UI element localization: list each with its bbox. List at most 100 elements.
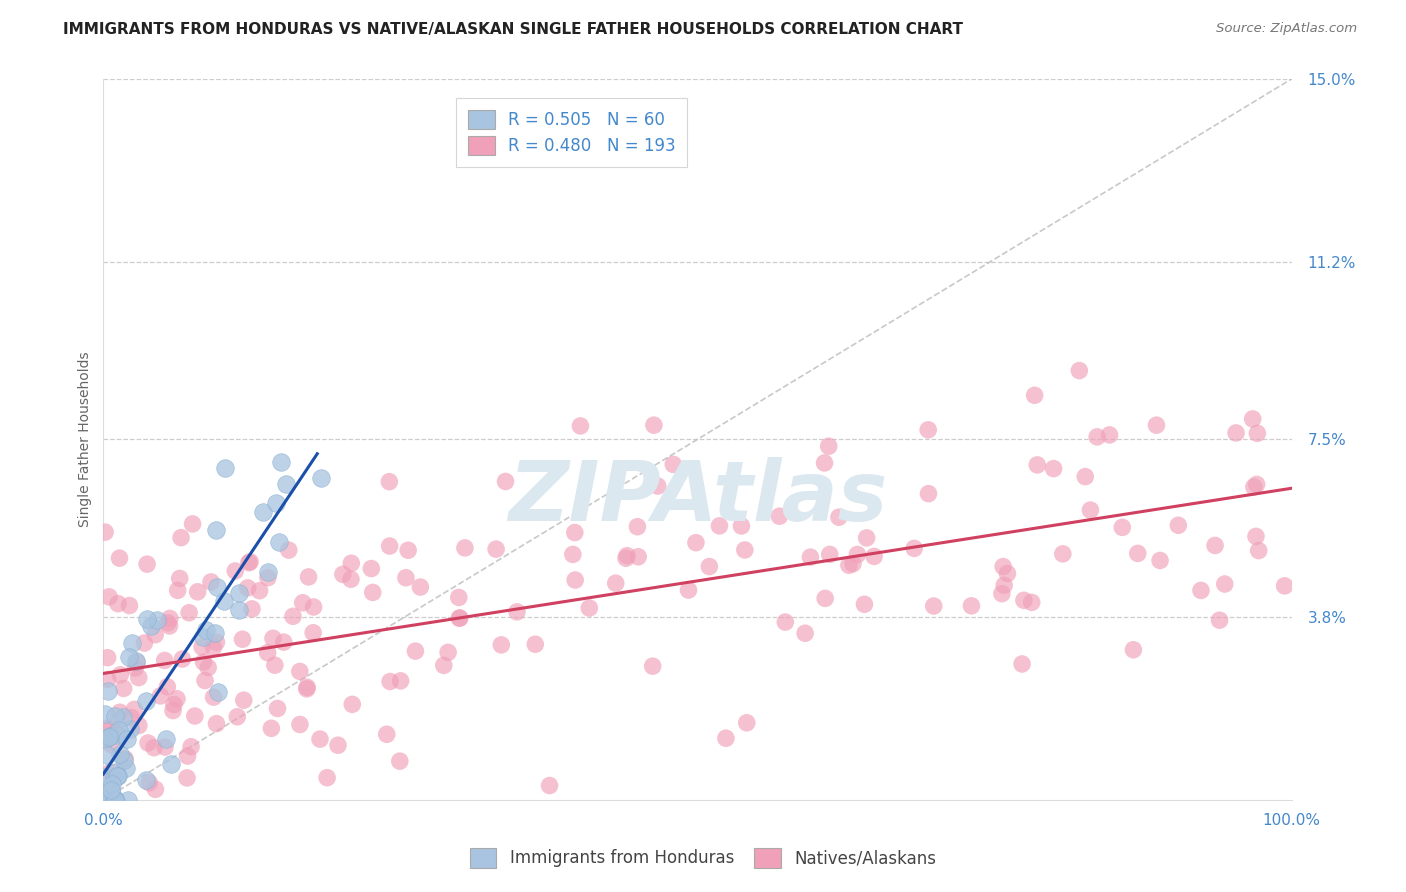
Point xyxy=(1111,520,1133,534)
Point xyxy=(124,661,146,675)
Point xyxy=(485,542,508,557)
Point xyxy=(1243,480,1265,494)
Point xyxy=(100,777,122,791)
Point xyxy=(195,624,218,638)
Point xyxy=(302,625,325,640)
Point xyxy=(117,732,139,747)
Point xyxy=(735,715,758,730)
Point xyxy=(143,740,166,755)
Point xyxy=(118,650,141,665)
Point xyxy=(191,640,214,654)
Point xyxy=(214,460,236,475)
Point xyxy=(207,581,229,595)
Point xyxy=(316,771,339,785)
Point xyxy=(139,618,162,632)
Point xyxy=(138,776,160,790)
Point xyxy=(100,738,122,752)
Point xyxy=(239,555,262,569)
Point xyxy=(1247,543,1270,558)
Point xyxy=(112,681,135,696)
Point xyxy=(194,673,217,688)
Point xyxy=(172,652,194,666)
Point xyxy=(561,548,583,562)
Point xyxy=(159,611,181,625)
Point xyxy=(616,549,638,563)
Point xyxy=(842,557,865,571)
Point xyxy=(917,486,939,500)
Point xyxy=(814,591,837,606)
Point xyxy=(166,583,188,598)
Point xyxy=(388,754,411,768)
Point xyxy=(1122,642,1144,657)
Point xyxy=(1167,518,1189,533)
Point xyxy=(404,644,426,658)
Point xyxy=(117,793,139,807)
Point xyxy=(104,709,127,723)
Point xyxy=(238,556,260,570)
Point xyxy=(678,583,700,598)
Point xyxy=(309,732,332,747)
Point xyxy=(104,793,127,807)
Point xyxy=(291,596,314,610)
Point xyxy=(169,571,191,585)
Point xyxy=(1126,546,1149,560)
Point xyxy=(249,583,271,598)
Point xyxy=(136,736,159,750)
Point xyxy=(94,525,117,540)
Point xyxy=(569,418,592,433)
Point xyxy=(375,727,398,741)
Point xyxy=(121,636,143,650)
Point xyxy=(709,519,731,533)
Point xyxy=(94,732,117,747)
Point xyxy=(205,635,228,649)
Point xyxy=(256,646,278,660)
Point xyxy=(288,665,311,679)
Point xyxy=(437,645,460,659)
Point xyxy=(96,721,118,735)
Point xyxy=(135,772,157,787)
Point xyxy=(98,730,121,744)
Point xyxy=(641,659,664,673)
Y-axis label: Single Father Households: Single Father Households xyxy=(79,351,93,527)
Text: ZIPAtlas: ZIPAtlas xyxy=(508,457,887,538)
Point xyxy=(153,653,176,667)
Text: Source: ZipAtlas.com: Source: ZipAtlas.com xyxy=(1216,22,1357,36)
Point xyxy=(1208,613,1230,627)
Point xyxy=(228,586,250,600)
Point xyxy=(202,690,225,705)
Point xyxy=(1213,577,1236,591)
Point xyxy=(340,556,363,570)
Point xyxy=(127,656,149,670)
Point xyxy=(93,793,115,807)
Point xyxy=(332,567,354,582)
Point xyxy=(128,671,150,685)
Point xyxy=(263,658,285,673)
Point xyxy=(204,625,226,640)
Point xyxy=(184,709,207,723)
Point xyxy=(662,458,685,472)
Point xyxy=(1012,593,1035,607)
Point xyxy=(396,543,419,558)
Point xyxy=(270,455,292,469)
Point xyxy=(1021,595,1043,609)
Point xyxy=(917,423,939,437)
Point xyxy=(155,732,177,747)
Point xyxy=(997,566,1019,581)
Point xyxy=(409,580,432,594)
Point xyxy=(1042,461,1064,475)
Point xyxy=(134,636,156,650)
Point xyxy=(697,559,720,574)
Point xyxy=(202,640,225,655)
Legend: Immigrants from Honduras, Natives/Alaskans: Immigrants from Honduras, Natives/Alaska… xyxy=(458,837,948,880)
Point xyxy=(108,551,131,566)
Point xyxy=(93,793,115,807)
Point xyxy=(94,770,117,784)
Point xyxy=(236,581,259,595)
Point xyxy=(128,718,150,732)
Point xyxy=(1189,583,1212,598)
Point xyxy=(1146,418,1168,433)
Point xyxy=(104,793,127,807)
Point xyxy=(1149,553,1171,567)
Point xyxy=(309,471,332,485)
Point xyxy=(136,557,159,571)
